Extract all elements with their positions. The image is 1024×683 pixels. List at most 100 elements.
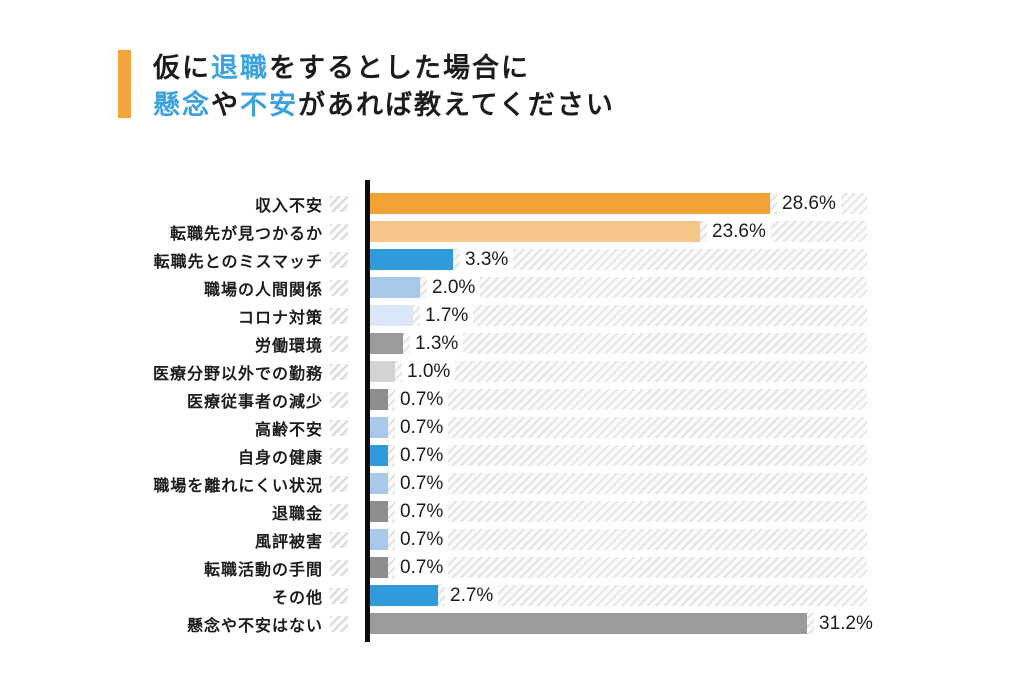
title-accent-bar bbox=[118, 50, 131, 118]
title-text: をするとした場合に bbox=[269, 53, 530, 83]
bar-track: 0.7% bbox=[370, 387, 867, 412]
bar-track: 2.0% bbox=[370, 275, 867, 300]
category-label: 医療分野以外での勤務 bbox=[152, 365, 323, 383]
title-keyword: 退職 bbox=[211, 53, 269, 83]
bar-track: 0.7% bbox=[370, 443, 867, 468]
category-row: 自身の健康 bbox=[0, 445, 348, 467]
category-row: 収入不安 bbox=[0, 193, 348, 215]
bar-track: 28.6% bbox=[370, 191, 867, 216]
category-row: 労働環境 bbox=[0, 333, 348, 355]
bar-value-label: 2.0% bbox=[427, 275, 481, 300]
bar-track: 23.6% bbox=[370, 219, 867, 244]
bar-track: 0.7% bbox=[370, 555, 867, 580]
category-row: 退職金 bbox=[0, 501, 348, 523]
bar-value-label: 0.7% bbox=[395, 443, 449, 468]
hatch-swatch bbox=[330, 615, 348, 632]
category-label: 医療従事者の減少 bbox=[186, 393, 323, 411]
category-label: 高齢不安 bbox=[254, 421, 323, 439]
hatch-swatch bbox=[330, 503, 348, 520]
bar-track: 1.0% bbox=[370, 359, 867, 384]
bar bbox=[370, 585, 438, 606]
category-label: 退職金 bbox=[271, 505, 323, 523]
category-label: その他 bbox=[271, 589, 323, 607]
hatch-swatch bbox=[330, 335, 348, 352]
category-label: 風評被害 bbox=[254, 533, 323, 551]
bar-value-label: 0.7% bbox=[395, 471, 449, 496]
bar bbox=[370, 557, 388, 578]
bar-value-label: 1.3% bbox=[410, 331, 464, 356]
title-text: があれば教えてください bbox=[298, 90, 615, 120]
bar-track: 0.7% bbox=[370, 415, 867, 440]
bar-value-label: 0.7% bbox=[395, 387, 449, 412]
bar bbox=[370, 333, 403, 354]
category-label: 転職先とのミスマッチ bbox=[153, 253, 323, 271]
bar-track: 31.2% bbox=[370, 611, 878, 636]
hatch-swatch bbox=[330, 363, 348, 380]
category-label: 職場の人間関係 bbox=[203, 281, 323, 299]
title-keyword: 不安 bbox=[240, 90, 298, 120]
bar-chart: 収入不安 転職先が見つかるか 転職先とのミスマッチ 職場の人間関係 コロナ対策 … bbox=[0, 180, 878, 642]
title-line-2: 懸念や不安があれば教えてください bbox=[153, 87, 615, 124]
hatch-swatch bbox=[330, 447, 348, 464]
category-row: 風評被害 bbox=[0, 529, 348, 551]
bar bbox=[370, 305, 413, 326]
bar-track: 1.7% bbox=[370, 303, 867, 328]
hatch-swatch bbox=[330, 559, 348, 576]
bar-value-label: 31.2% bbox=[814, 611, 878, 636]
category-label: 労働環境 bbox=[254, 337, 323, 355]
chart-plot-area: 28.6% 23.6% 3.3% 2.0% 1.7% 1.3% 1.0% bbox=[365, 180, 878, 642]
bar bbox=[370, 501, 388, 522]
bar-track: 0.7% bbox=[370, 499, 867, 524]
hatch-swatch bbox=[330, 475, 348, 492]
hatch-swatch bbox=[330, 531, 348, 548]
title-keyword: 懸念 bbox=[153, 90, 211, 120]
category-row: 転職活動の手間 bbox=[0, 557, 348, 579]
category-label: 懸念や不安はない bbox=[186, 617, 323, 635]
category-label: コロナ対策 bbox=[237, 309, 323, 327]
category-row: 転職先が見つかるか bbox=[0, 221, 348, 243]
title-text: 仮に bbox=[153, 53, 211, 83]
category-axis: 収入不安 転職先が見つかるか 転職先とのミスマッチ 職場の人間関係 コロナ対策 … bbox=[0, 180, 365, 642]
bar-value-label: 0.7% bbox=[395, 555, 449, 580]
hatch-swatch bbox=[330, 251, 348, 268]
bar-value-label: 2.7% bbox=[445, 583, 499, 608]
bar-value-label: 23.6% bbox=[707, 219, 771, 244]
bar bbox=[370, 473, 388, 494]
bar-track: 0.7% bbox=[370, 471, 867, 496]
title-text: や bbox=[211, 90, 240, 120]
bar-value-label: 3.3% bbox=[460, 247, 514, 272]
category-row: 医療分野以外での勤務 bbox=[0, 361, 348, 383]
category-label: 転職先が見つかるか bbox=[169, 225, 323, 243]
bar-track: 1.3% bbox=[370, 331, 867, 356]
bar-value-label: 0.7% bbox=[395, 527, 449, 552]
category-row: 転職先とのミスマッチ bbox=[0, 249, 348, 271]
category-row: その他 bbox=[0, 585, 348, 607]
category-label: 転職活動の手間 bbox=[203, 561, 323, 579]
bar-value-label: 0.7% bbox=[395, 499, 449, 524]
bar-track: 2.7% bbox=[370, 583, 867, 608]
category-row: コロナ対策 bbox=[0, 305, 348, 327]
category-label: 収入不安 bbox=[254, 197, 323, 215]
bar bbox=[370, 249, 453, 270]
hatch-swatch bbox=[330, 391, 348, 408]
bar bbox=[370, 193, 770, 214]
category-row: 職場の人間関係 bbox=[0, 277, 348, 299]
hatch-swatch bbox=[330, 223, 348, 240]
bar-track: 0.7% bbox=[370, 527, 867, 552]
hatch-swatch bbox=[330, 307, 348, 324]
hatch-swatch bbox=[330, 279, 348, 296]
category-label: 自身の健康 bbox=[237, 449, 323, 467]
category-row: 懸念や不安はない bbox=[0, 613, 348, 635]
category-row: 医療従事者の減少 bbox=[0, 389, 348, 411]
bar-track: 3.3% bbox=[370, 247, 867, 272]
bar-value-label: 1.0% bbox=[402, 359, 456, 384]
bar bbox=[370, 529, 388, 550]
page-title: 仮に退職をするとした場合に 懸念や不安があれば教えてください bbox=[153, 50, 615, 124]
bar bbox=[370, 277, 420, 298]
bar bbox=[370, 417, 388, 438]
category-row: 高齢不安 bbox=[0, 417, 348, 439]
bar-value-label: 1.7% bbox=[420, 303, 474, 328]
chart-title-block: 仮に退職をするとした場合に 懸念や不安があれば教えてください bbox=[118, 50, 615, 124]
category-row: 職場を離れにくい状況 bbox=[0, 473, 348, 495]
